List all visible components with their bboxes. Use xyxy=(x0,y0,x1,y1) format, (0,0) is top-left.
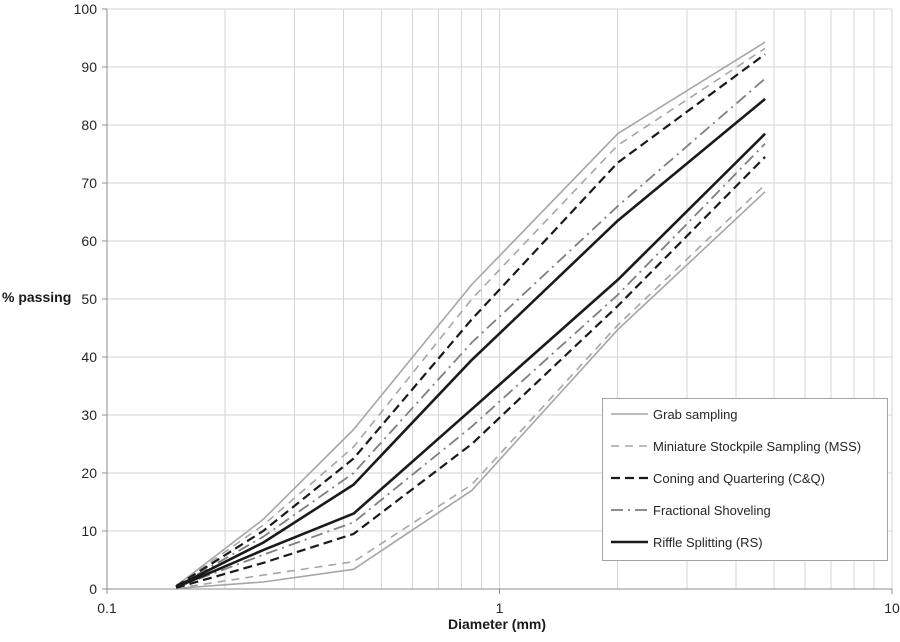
legend-item: Miniature Stockpile Sampling (MSS) xyxy=(611,439,861,454)
y-tick-label: 80 xyxy=(81,117,97,133)
series-line-fractional-shoveling-upper xyxy=(175,77,766,588)
y-tick-label: 0 xyxy=(89,581,97,597)
legend-item: Grab sampling xyxy=(611,407,738,422)
legend-label: Grab sampling xyxy=(653,407,738,422)
y-tick-label: 90 xyxy=(81,59,97,75)
y-tick-label: 70 xyxy=(81,175,97,191)
legend-label: Coning and Quartering (C&Q) xyxy=(653,471,825,486)
legend-item: Coning and Quartering (C&Q) xyxy=(611,471,825,486)
legend-item: Riffle Splitting (RS) xyxy=(611,535,763,550)
x-tick-label: 1 xyxy=(496,600,504,616)
series-line-riffle-splitting-rs-lower xyxy=(175,132,767,589)
legend: Grab sampling Miniature Stockpile Samplin… xyxy=(602,398,888,561)
legend-item: Fractional Shoveling xyxy=(611,503,771,518)
series-line-coning-and-quartering-c-q-lower xyxy=(175,156,766,589)
tick-labels: 0 10 20 30 40 50 60 70 80 90 100 0.1 1 10 xyxy=(74,1,900,616)
series-line-riffle-splitting-rs-upper xyxy=(175,97,766,588)
y-tick-label: 10 xyxy=(81,523,97,539)
series-lines xyxy=(175,41,767,590)
legend-box xyxy=(602,398,888,561)
x-axis-title: Diameter (mm) xyxy=(447,616,547,632)
y-axis-title: % passing xyxy=(2,289,72,305)
series-line-coning-and-quartering-c-q-upper xyxy=(175,53,766,588)
y-tick-label: 50 xyxy=(81,291,97,307)
y-tick-label: 30 xyxy=(81,407,97,423)
y-tick-label: 40 xyxy=(81,349,97,365)
series-line-grab-sampling-upper xyxy=(175,41,766,587)
series-line-grab-sampling-lower xyxy=(176,191,766,590)
x-tick-label: 0.1 xyxy=(97,600,117,616)
series-line-miniature-stockpile-sampling-mss-lower xyxy=(175,184,766,590)
y-tick-label: 20 xyxy=(81,465,97,481)
legend-label: Riffle Splitting (RS) xyxy=(653,535,763,550)
y-tick-label: 60 xyxy=(81,233,97,249)
axes xyxy=(102,8,893,594)
series-line-fractional-shoveling-lower xyxy=(175,142,766,589)
x-tick-label: 10 xyxy=(884,600,900,616)
legend-label: Fractional Shoveling xyxy=(653,503,771,518)
y-tick-label: 100 xyxy=(74,1,98,17)
series-line-miniature-stockpile-sampling-mss-upper xyxy=(175,47,766,587)
legend-label: Miniature Stockpile Sampling (MSS) xyxy=(653,439,861,454)
